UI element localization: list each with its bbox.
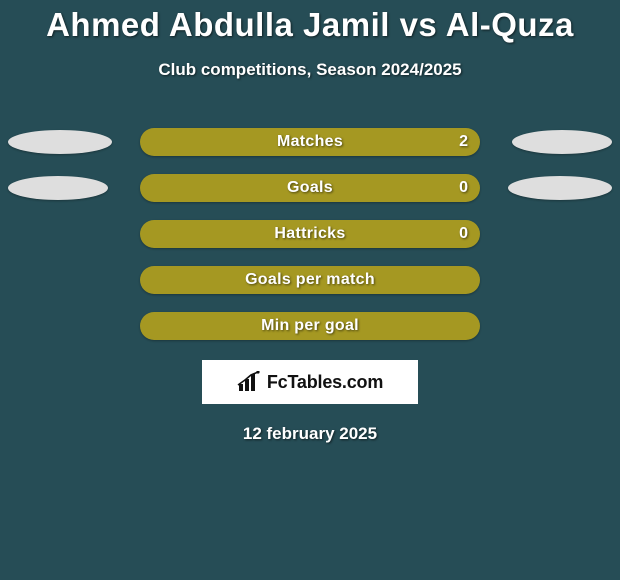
stat-row: Hattricks 0: [0, 220, 620, 248]
stat-value: 0: [459, 179, 468, 197]
stat-label: Hattricks: [274, 225, 345, 243]
brand-name: FcTables.com: [267, 372, 383, 393]
stat-label: Goals per match: [245, 271, 375, 289]
subtitle: Club competitions, Season 2024/2025: [0, 60, 620, 80]
stat-row: Goals 0: [0, 174, 620, 202]
left-ellipse: [8, 176, 108, 200]
brand-logo: FcTables.com: [202, 360, 418, 404]
stat-bar: Min per goal: [140, 312, 480, 340]
stat-row: Matches 2: [0, 128, 620, 156]
stat-value: 2: [459, 133, 468, 151]
page-title: Ahmed Abdulla Jamil vs Al-Quza: [0, 6, 620, 44]
stat-row: Goals per match: [0, 266, 620, 294]
date-line: 12 february 2025: [0, 424, 620, 444]
stat-bar: Matches 2: [140, 128, 480, 156]
left-ellipse: [8, 130, 112, 154]
stat-value: 0: [459, 225, 468, 243]
right-ellipse: [512, 130, 612, 154]
bar-chart-icon: [237, 371, 261, 393]
stat-label: Goals: [287, 179, 333, 197]
stat-bar: Goals per match: [140, 266, 480, 294]
stat-bar: Hattricks 0: [140, 220, 480, 248]
stat-rows: Matches 2 Goals 0 Hattricks 0 Goals per match M…: [0, 128, 620, 340]
stat-row: Min per goal: [0, 312, 620, 340]
right-ellipse: [508, 176, 612, 200]
stat-label: Min per goal: [261, 317, 359, 335]
stat-label: Matches: [277, 133, 343, 151]
stat-bar: Goals 0: [140, 174, 480, 202]
